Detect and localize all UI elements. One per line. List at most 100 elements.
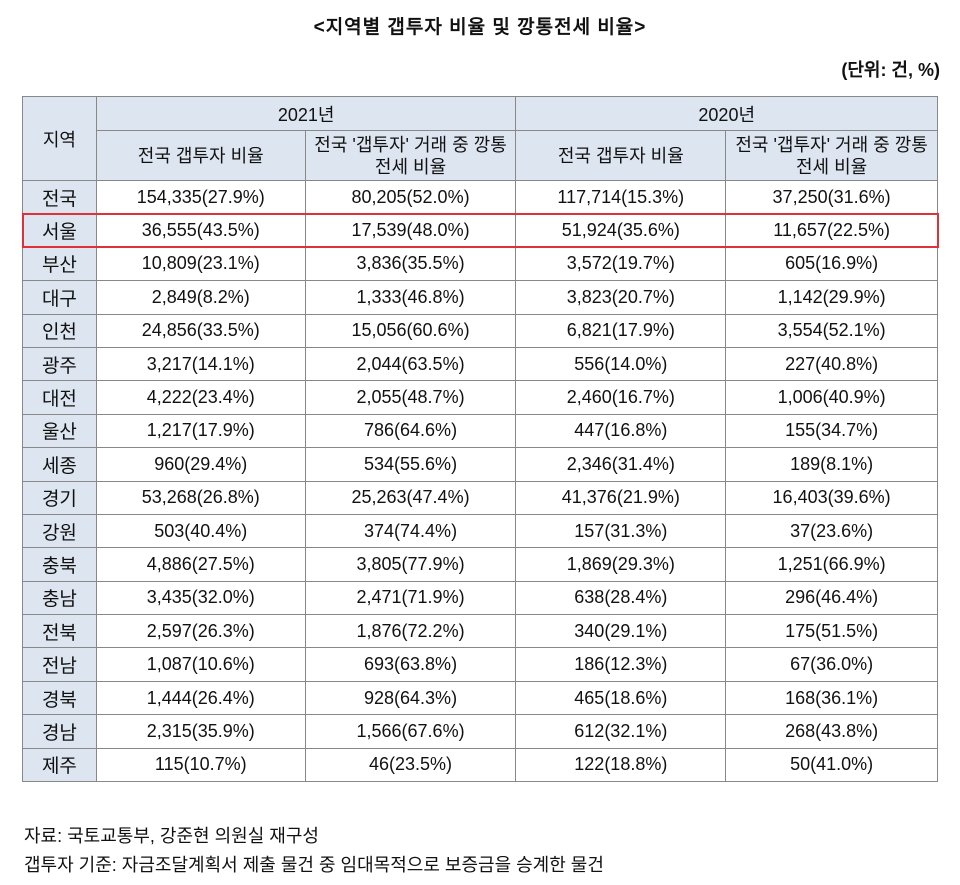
table-row: 세종 960(29.4%) 534(55.6%) 2,346(31.4%) 189(8.…	[22, 447, 938, 482]
year-header: 2021년	[95, 96, 517, 131]
value-cell: 2,597(26.3%)	[95, 614, 306, 649]
value-cell: 2,346(31.4%)	[515, 447, 727, 482]
value-cell: 186(12.3%)	[515, 647, 727, 682]
value-cell: 154,335(27.9%)	[95, 179, 306, 215]
value-cell: 3,805(77.9%)	[304, 547, 517, 582]
table-row: 전북 2,597(26.3%) 1,876(72.2%) 340(29.1%) 175(…	[22, 614, 938, 649]
table-row: 전국 154,335(27.9%) 80,205(52.0%) 117,714(15.…	[22, 179, 938, 215]
value-cell: 3,554(52.1%)	[725, 313, 938, 348]
value-cell: 1,333(46.8%)	[304, 280, 517, 315]
region-cell: 세종	[22, 447, 97, 482]
value-cell: 50(41.0%)	[725, 747, 938, 783]
table-body: 전국 154,335(27.9%) 80,205(52.0%) 117,714(15.…	[22, 179, 938, 783]
value-cell: 2,315(35.9%)	[95, 714, 306, 749]
value-cell: 1,566(67.6%)	[304, 714, 517, 749]
region-cell: 인천	[22, 313, 97, 348]
region-cell: 전국	[22, 179, 97, 215]
region-cell: 전북	[22, 614, 97, 649]
value-cell: 1,217(17.9%)	[95, 413, 306, 449]
table-row: 제주 115(10.7%) 46(23.5%) 122(18.8%) 50(41.0%)	[22, 747, 938, 783]
value-cell: 36,555(43.5%)	[95, 213, 306, 248]
value-cell: 374(74.4%)	[304, 513, 517, 549]
value-cell: 2,044(63.5%)	[304, 346, 517, 382]
value-cell: 37(23.6%)	[725, 513, 938, 549]
region-header: 지역	[22, 96, 97, 181]
value-cell: 175(51.5%)	[725, 614, 938, 649]
data-table: 지역 2021년 2020년 전국 갭투자 비율 전국 '갭투자' 거래 중 깡…	[22, 96, 938, 783]
column-header: 전국 '갭투자' 거래 중 깡통전세 비율	[304, 130, 517, 181]
table-row: 울산 1,217(17.9%) 786(64.6%) 447(16.8%) 155(34…	[22, 413, 938, 449]
value-cell: 928(64.3%)	[304, 680, 517, 716]
region-cell: 부산	[22, 246, 97, 282]
value-cell: 605(16.9%)	[725, 246, 938, 282]
table-row: 대전 4,222(23.4%) 2,055(48.7%) 2,460(16.7%) 1,…	[22, 380, 938, 415]
value-cell: 46(23.5%)	[304, 747, 517, 783]
value-cell: 53,268(26.8%)	[95, 480, 306, 515]
table-row: 경기 53,268(26.8%) 25,263(47.4%) 41,376(21.9%…	[22, 480, 938, 515]
value-cell: 6,821(17.9%)	[515, 313, 727, 348]
value-cell: 11,657(22.5%)	[725, 213, 938, 248]
table-row: 경북 1,444(26.4%) 928(64.3%) 465(18.6%) 168(36…	[22, 680, 938, 716]
region-cell: 충남	[22, 580, 97, 616]
region-cell: 대전	[22, 380, 97, 415]
value-cell: 122(18.8%)	[515, 747, 727, 783]
region-cell: 강원	[22, 513, 97, 549]
value-cell: 16,403(39.6%)	[725, 480, 938, 515]
value-cell: 25,263(47.4%)	[304, 480, 517, 515]
value-cell: 15,056(60.6%)	[304, 313, 517, 348]
note: 갭투자 기준: 자금조달계획서 제출 물건 중 임대목적으로 보증금을 승계한 …	[24, 855, 604, 875]
value-cell: 17,539(48.0%)	[304, 213, 517, 248]
value-cell: 612(32.1%)	[515, 714, 727, 749]
value-cell: 80,205(52.0%)	[304, 179, 517, 215]
value-cell: 115(10.7%)	[95, 747, 306, 783]
region-cell: 전남	[22, 647, 97, 682]
value-cell: 2,460(16.7%)	[515, 380, 727, 415]
value-cell: 556(14.0%)	[515, 346, 727, 382]
value-cell: 37,250(31.6%)	[725, 179, 938, 215]
value-cell: 3,435(32.0%)	[95, 580, 306, 616]
header-row: 지역 2021년 2020년	[22, 96, 938, 181]
value-cell: 155(34.7%)	[725, 413, 938, 449]
region-cell: 울산	[22, 413, 97, 449]
column-header: 전국 '갭투자' 거래 중 깡통전세 비율	[725, 130, 938, 181]
value-cell: 3,836(35.5%)	[304, 246, 517, 282]
year-header: 2020년	[515, 96, 938, 131]
region-cell: 제주	[22, 747, 97, 783]
region-cell: 경북	[22, 680, 97, 716]
value-cell: 1,251(66.9%)	[725, 547, 938, 582]
title: <지역별 갭투자 비율 및 깡통전세 비율>	[313, 17, 647, 38]
value-cell: 447(16.8%)	[515, 413, 727, 449]
value-cell: 786(64.6%)	[304, 413, 517, 449]
value-cell: 1,142(29.9%)	[725, 280, 938, 315]
value-cell: 3,217(14.1%)	[95, 346, 306, 382]
value-cell: 465(18.6%)	[515, 680, 727, 716]
value-cell: 1,444(26.4%)	[95, 680, 306, 716]
note: 자료: 국토교통부, 강준현 의원실 재구성	[24, 826, 319, 846]
value-cell: 534(55.6%)	[304, 447, 517, 482]
value-cell: 3,572(19.7%)	[515, 246, 727, 282]
column-header: 전국 갭투자 비율	[515, 130, 727, 181]
value-cell: 189(8.1%)	[725, 447, 938, 482]
table-row: 경남 2,315(35.9%) 1,566(67.6%) 612(32.1%) 268(…	[22, 714, 938, 749]
column-header: 전국 갭투자 비율	[95, 130, 306, 181]
value-cell: 117,714(15.3%)	[515, 179, 727, 215]
value-cell: 41,376(21.9%)	[515, 480, 727, 515]
value-cell: 3,823(20.7%)	[515, 280, 727, 315]
value-cell: 2,471(71.9%)	[304, 580, 517, 616]
region-cell: 광주	[22, 346, 97, 382]
region-cell: 경남	[22, 714, 97, 749]
value-cell: 296(46.4%)	[725, 580, 938, 616]
table-row: 충북 4,886(27.5%) 3,805(77.9%) 1,869(29.3%) 1,…	[22, 547, 938, 582]
value-cell: 1,876(72.2%)	[304, 614, 517, 649]
value-cell: 4,886(27.5%)	[95, 547, 306, 582]
value-cell: 1,869(29.3%)	[515, 547, 727, 582]
value-cell: 10,809(23.1%)	[95, 246, 306, 282]
value-cell: 168(36.1%)	[725, 680, 938, 716]
table-row: 충남 3,435(32.0%) 2,471(71.9%) 638(28.4%) 296(…	[22, 580, 938, 616]
region-cell: 대구	[22, 280, 97, 315]
value-cell: 157(31.3%)	[515, 513, 727, 549]
value-cell: 4,222(23.4%)	[95, 380, 306, 415]
table-row: 부산 10,809(23.1%) 3,836(35.5%) 3,572(19.7%) 6…	[22, 246, 938, 282]
